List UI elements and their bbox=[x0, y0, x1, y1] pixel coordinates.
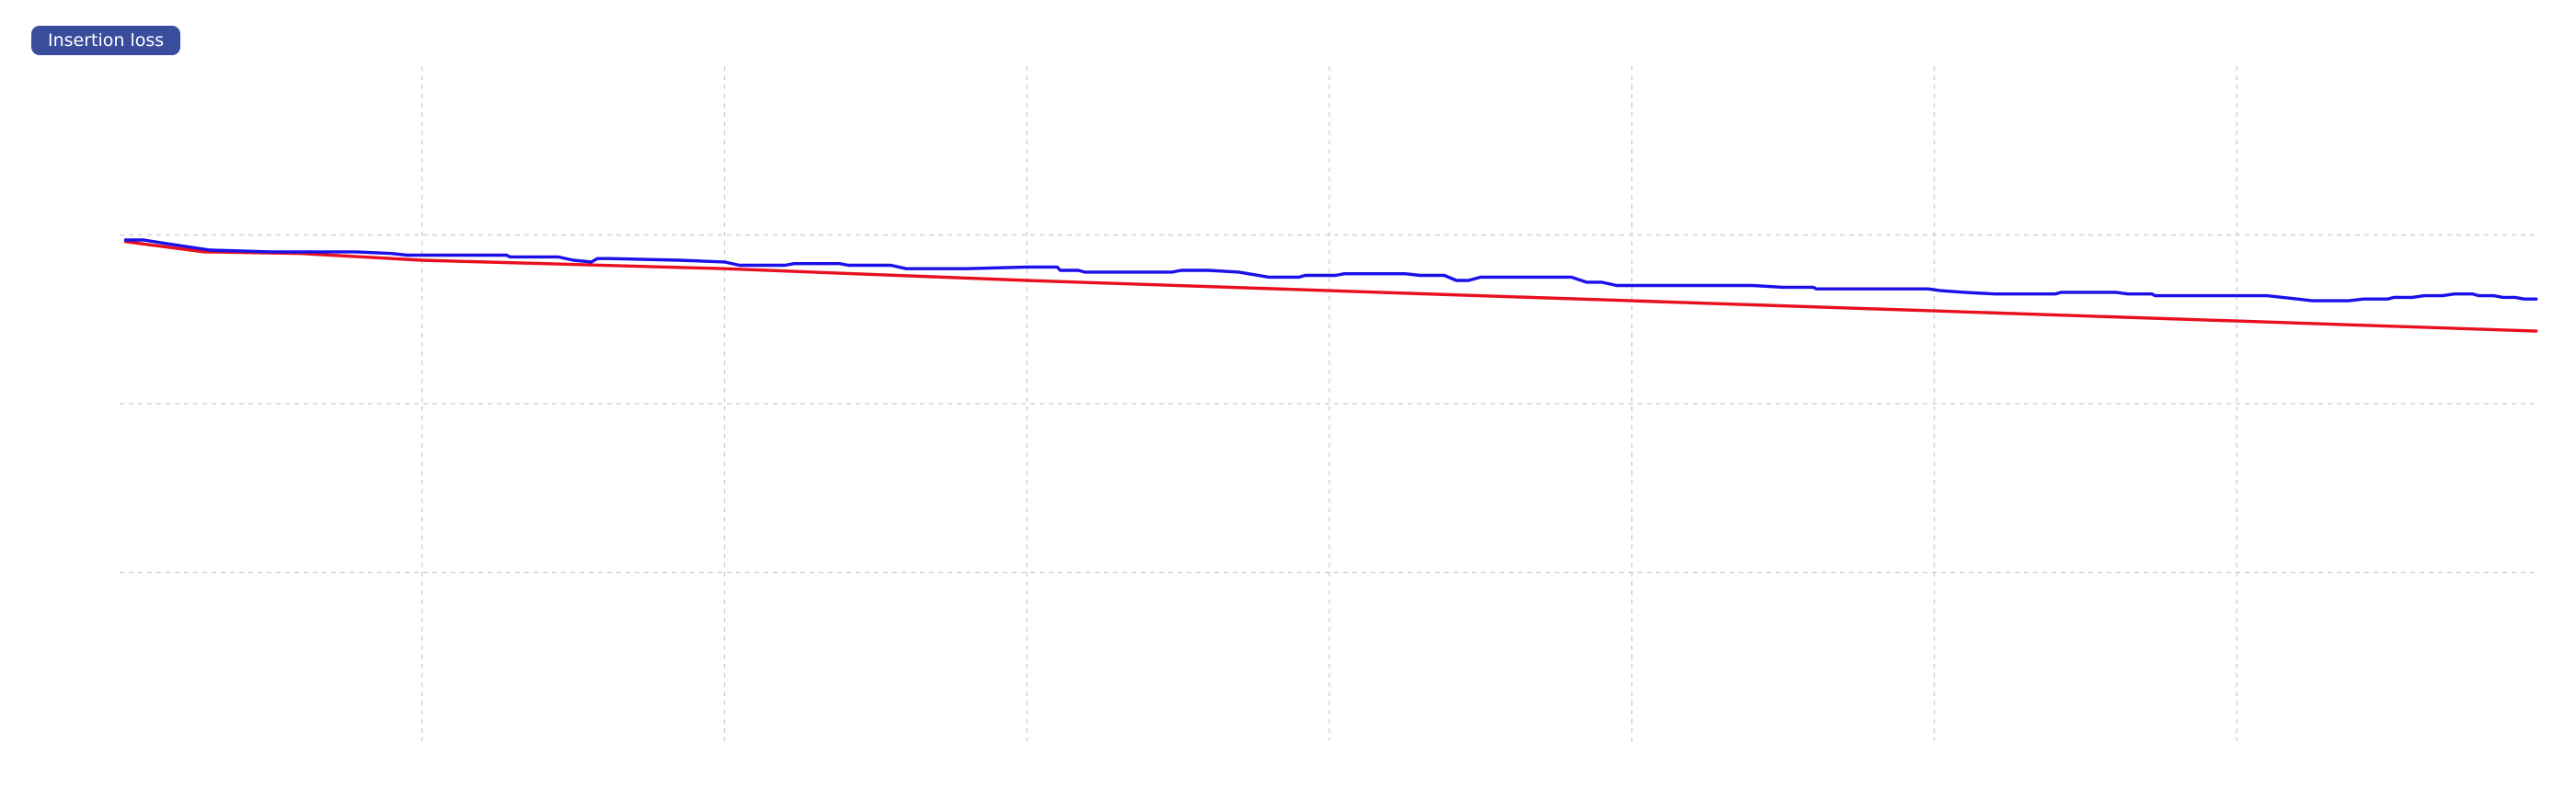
series-layer bbox=[123, 238, 2538, 333]
insertion-loss-tag[interactable]: Insertion loss bbox=[31, 26, 181, 55]
measured-series-line bbox=[123, 238, 2538, 303]
grid-layer bbox=[120, 66, 2539, 741]
